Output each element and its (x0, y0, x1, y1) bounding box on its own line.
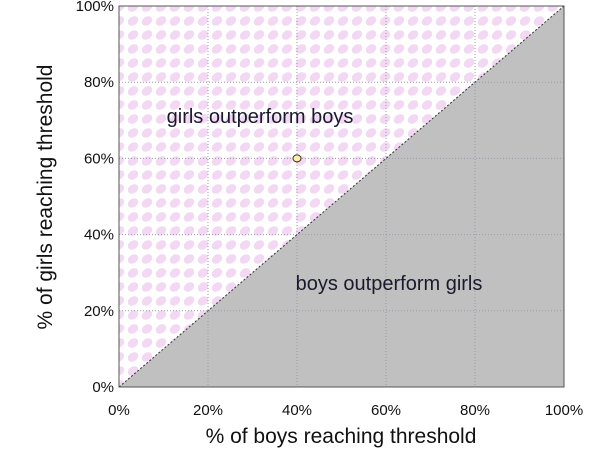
y-axis-title: % of girls reaching threshold (34, 65, 57, 330)
y-tick-label: 80% (84, 74, 114, 91)
region-label-lower: boys outperform girls (296, 273, 483, 295)
x-tick-label: 0% (108, 402, 130, 419)
region-label-upper: girls outperform boys (167, 106, 354, 128)
x-tick-label: 20% (193, 402, 223, 419)
y-axis-ticks: 0% 20% 40% 60% 80% 100% (76, 0, 114, 396)
y-tick-label: 40% (84, 227, 114, 244)
y-tick-label: 0% (92, 379, 114, 396)
x-tick-label: 100% (545, 402, 583, 419)
y-tick-label: 60% (84, 150, 114, 167)
x-tick-label: 40% (282, 402, 312, 419)
y-tick-label: 100% (76, 0, 114, 15)
x-axis-ticks: 0% 20% 40% 60% 80% 100% (108, 402, 583, 419)
data-points (292, 154, 302, 163)
x-tick-label: 80% (460, 402, 490, 419)
y-tick-label: 20% (84, 303, 114, 320)
plot-frame (118, 5, 565, 388)
x-axis-title: % of boys reaching threshold (206, 425, 477, 448)
x-tick-label: 60% (371, 402, 401, 419)
grid (119, 6, 564, 387)
diagonal-reference-line (118, 5, 565, 388)
data-point (292, 154, 302, 163)
